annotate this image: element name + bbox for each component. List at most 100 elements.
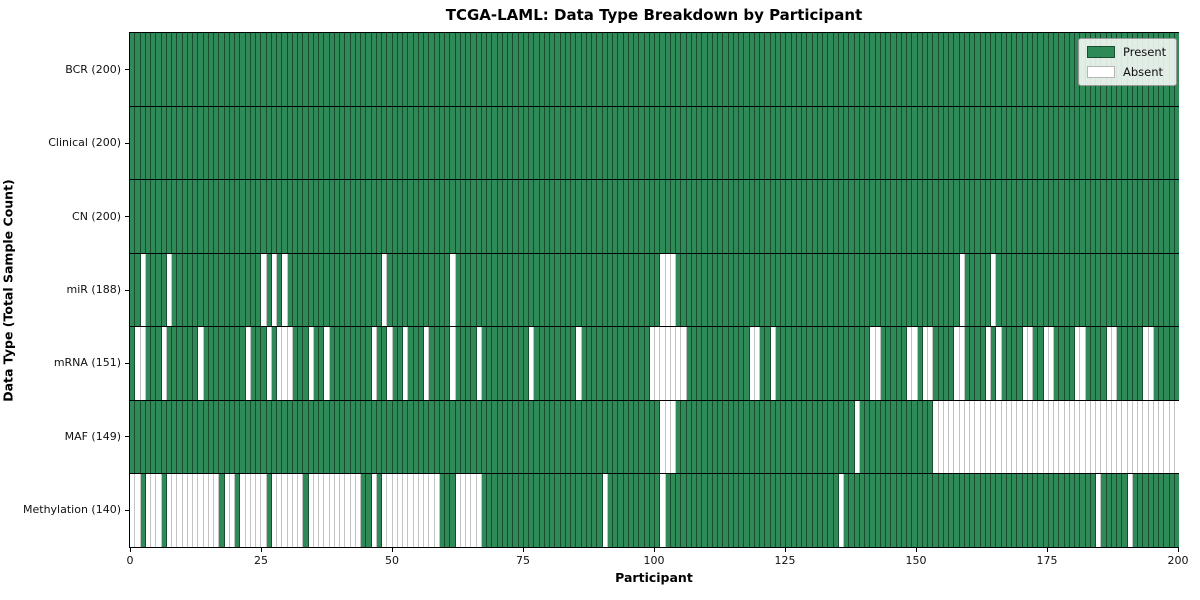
cell-CN-p80 <box>550 180 556 253</box>
cell-MAF-p75 <box>523 400 529 474</box>
cell-Methylation-p128 <box>802 474 808 548</box>
cell-miR-p126 <box>791 253 797 327</box>
cell-Clinical-p155 <box>943 106 949 180</box>
cell-MAF-p46 <box>371 400 377 474</box>
cell-MAF-p74 <box>518 400 524 474</box>
cell-Clinical-p1 <box>135 106 141 180</box>
cell-Clinical-p72 <box>508 106 514 180</box>
cell-miR-p115 <box>733 253 739 327</box>
cell-mRNA-p102 <box>665 327 671 400</box>
cell-BCR-p28 <box>277 33 283 106</box>
cell-Methylation-p183 <box>1090 474 1096 548</box>
cell-CN-p37 <box>324 180 330 253</box>
cell-Methylation-p19 <box>229 474 235 548</box>
cell-Clinical-p23 <box>250 106 256 180</box>
cell-miR-p94 <box>623 253 629 327</box>
cell-CN-p86 <box>581 180 587 253</box>
cell-CN-p199 <box>1174 180 1179 253</box>
cell-Clinical-p173 <box>1038 106 1044 180</box>
cell-BCR-p25 <box>261 33 267 106</box>
cell-Methylation-p110 <box>707 474 713 548</box>
cell-BCR-p91 <box>607 33 613 106</box>
cell-Clinical-p15 <box>208 106 214 180</box>
cell-Methylation-p176 <box>1054 474 1060 548</box>
cell-mRNA-p113 <box>723 327 729 400</box>
cell-Methylation-p5 <box>156 474 162 548</box>
y-tick-label-Methylation: Methylation (140) <box>23 503 121 517</box>
cell-CN-p127 <box>796 180 802 253</box>
cell-Methylation-p193 <box>1143 474 1149 548</box>
cell-Methylation-p9 <box>177 474 183 548</box>
cell-CN-p5 <box>156 180 162 253</box>
cell-Methylation-p174 <box>1043 474 1049 548</box>
cell-Methylation-p38 <box>329 474 335 548</box>
cell-Clinical-p120 <box>760 106 766 180</box>
cell-Methylation-p152 <box>928 474 934 548</box>
cell-Clinical-p174 <box>1043 106 1049 180</box>
cell-miR-p40 <box>340 253 346 327</box>
cell-mRNA-p27 <box>271 327 277 400</box>
cell-MAF-p107 <box>691 400 697 474</box>
cell-Clinical-p147 <box>901 106 907 180</box>
cell-MAF-p94 <box>623 400 629 474</box>
cell-CN-p188 <box>1117 180 1123 253</box>
cell-Clinical-p21 <box>240 106 246 180</box>
cell-Clinical-p197 <box>1164 106 1170 180</box>
cell-CN-p145 <box>891 180 897 253</box>
cell-CN-p120 <box>760 180 766 253</box>
cell-Clinical-p146 <box>896 106 902 180</box>
cell-CN-p185 <box>1101 180 1107 253</box>
cell-Methylation-p67 <box>481 474 487 548</box>
cell-MAF-p78 <box>539 400 545 474</box>
cell-Methylation-p94 <box>623 474 629 548</box>
cell-Methylation-p143 <box>880 474 886 548</box>
cell-BCR-p61 <box>450 33 456 106</box>
cell-Methylation-p29 <box>282 474 288 548</box>
cell-MAF-p198 <box>1169 400 1175 474</box>
cell-miR-p78 <box>539 253 545 327</box>
cell-mRNA-p82 <box>560 327 566 400</box>
cell-MAF-p86 <box>581 400 587 474</box>
cell-CN-p124 <box>781 180 787 253</box>
cell-CN-p189 <box>1122 180 1128 253</box>
cell-miR-p128 <box>802 253 808 327</box>
cell-miR-p175 <box>1048 253 1054 327</box>
cell-Clinical-p179 <box>1069 106 1075 180</box>
cell-Methylation-p74 <box>518 474 524 548</box>
x-tick-200 <box>1177 548 1179 552</box>
cell-CN-p67 <box>481 180 487 253</box>
cell-MAF-p171 <box>1027 400 1033 474</box>
cell-Clinical-p187 <box>1111 106 1117 180</box>
row-mRNA <box>130 327 1179 401</box>
cell-MAF-p49 <box>387 400 393 474</box>
cell-Methylation-p43 <box>355 474 361 548</box>
cell-Methylation-p102 <box>665 474 671 548</box>
cell-Methylation-p83 <box>565 474 571 548</box>
cell-Clinical-p53 <box>408 106 414 180</box>
x-tick-25 <box>260 548 262 552</box>
cell-Clinical-p35 <box>313 106 319 180</box>
cell-BCR-p82 <box>560 33 566 106</box>
cell-MAF-p110 <box>707 400 713 474</box>
cell-MAF-p158 <box>959 400 965 474</box>
cell-BCR-p178 <box>1064 33 1070 106</box>
cell-BCR-p102 <box>665 33 671 106</box>
cell-CN-p176 <box>1054 180 1060 253</box>
cell-mRNA-p76 <box>529 327 535 400</box>
row-CN <box>130 180 1179 254</box>
cell-mRNA-p5 <box>156 327 162 400</box>
cell-miR-p37 <box>324 253 330 327</box>
cell-BCR-p122 <box>770 33 776 106</box>
cell-Methylation-p44 <box>361 474 367 548</box>
cell-BCR-p49 <box>387 33 393 106</box>
cell-Methylation-p28 <box>277 474 283 548</box>
cell-MAF-p81 <box>555 400 561 474</box>
cell-CN-p28 <box>277 180 283 253</box>
cell-miR-p153 <box>933 253 939 327</box>
cell-Methylation-p46 <box>371 474 377 548</box>
cell-Methylation-p95 <box>628 474 634 548</box>
cell-BCR-p164 <box>991 33 997 106</box>
cell-miR-p181 <box>1080 253 1086 327</box>
cell-CN-p168 <box>1012 180 1018 253</box>
cell-mRNA-p149 <box>912 327 918 400</box>
